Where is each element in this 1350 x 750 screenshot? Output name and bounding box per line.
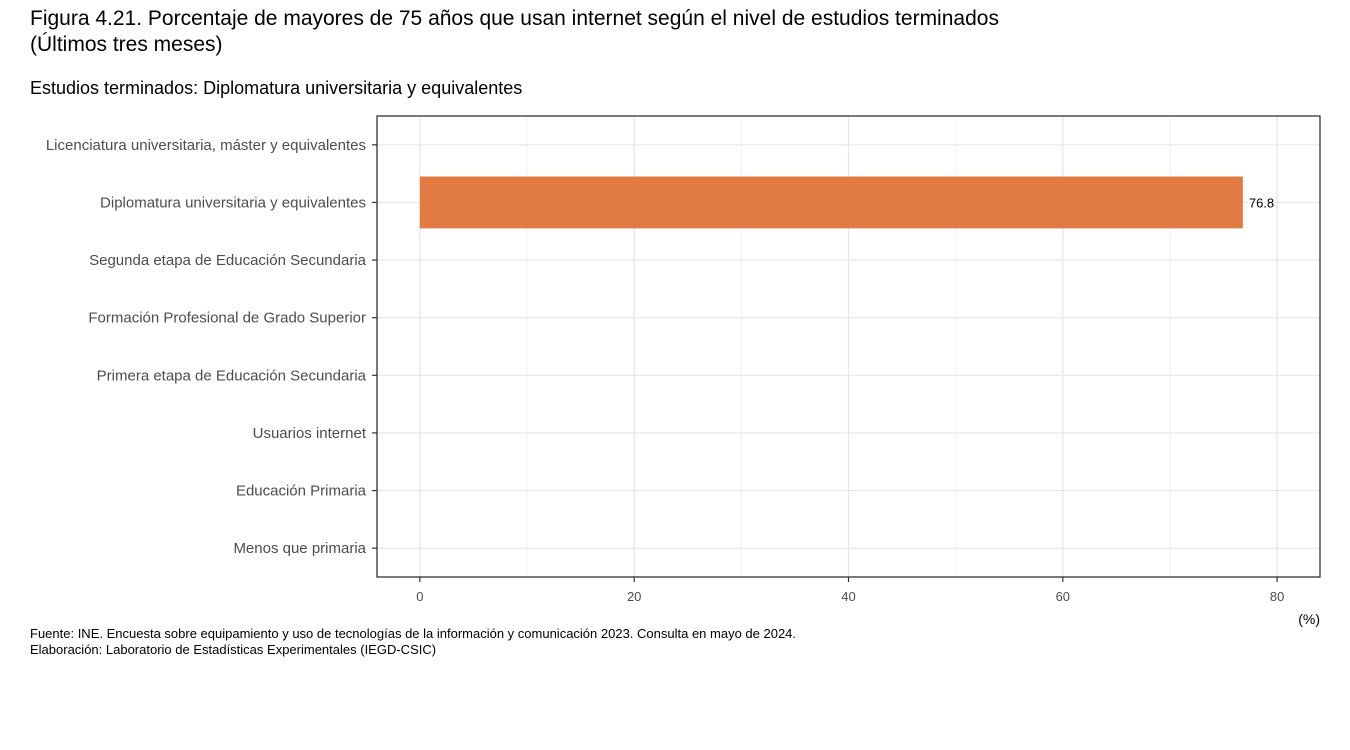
y-tick-label: Diplomatura universitaria y equivalentes [100, 194, 366, 211]
y-tick-label: Primera etapa de Educación Secundaria [97, 367, 367, 384]
x-tick-label: 20 [627, 589, 641, 604]
y-tick-label: Segunda etapa de Educación Secundaria [89, 252, 367, 269]
y-tick-label: Formación Profesional de Grado Superior [88, 310, 366, 327]
chart-title: Figura 4.21. Porcentaje de mayores de 75… [30, 6, 1310, 58]
elaboration-note: Elaboración: Laboratorio de Estadísticas… [30, 642, 437, 657]
source-note: Fuente: INE. Encuesta sobre equipamiento… [30, 626, 797, 641]
x-tick-label: 80 [1270, 589, 1284, 604]
x-tick-label: 60 [1056, 589, 1070, 604]
x-tick-label: 0 [416, 589, 423, 604]
x-axis-label: (%) [1298, 611, 1320, 627]
y-tick-label: Usuarios internet [253, 425, 367, 442]
data-label: 76.8 [1249, 195, 1274, 210]
y-tick-label: Educación Primaria [236, 483, 367, 500]
chart-subtitle: Estudios terminados: Diplomatura univers… [30, 78, 523, 98]
y-tick-label: Menos que primaria [233, 540, 366, 557]
y-tick-label: Licenciatura universitaria, máster y equ… [46, 137, 366, 154]
chart-title-line-1: Figura 4.21. Porcentaje de mayores de 75… [30, 7, 999, 30]
footnote: Fuente: INE. Encuesta sobre equipamiento… [30, 626, 796, 658]
bar [419, 176, 1243, 229]
x-tick-label: 40 [841, 589, 855, 604]
chart-title-line-2: (Últimos tres meses) [30, 33, 223, 56]
